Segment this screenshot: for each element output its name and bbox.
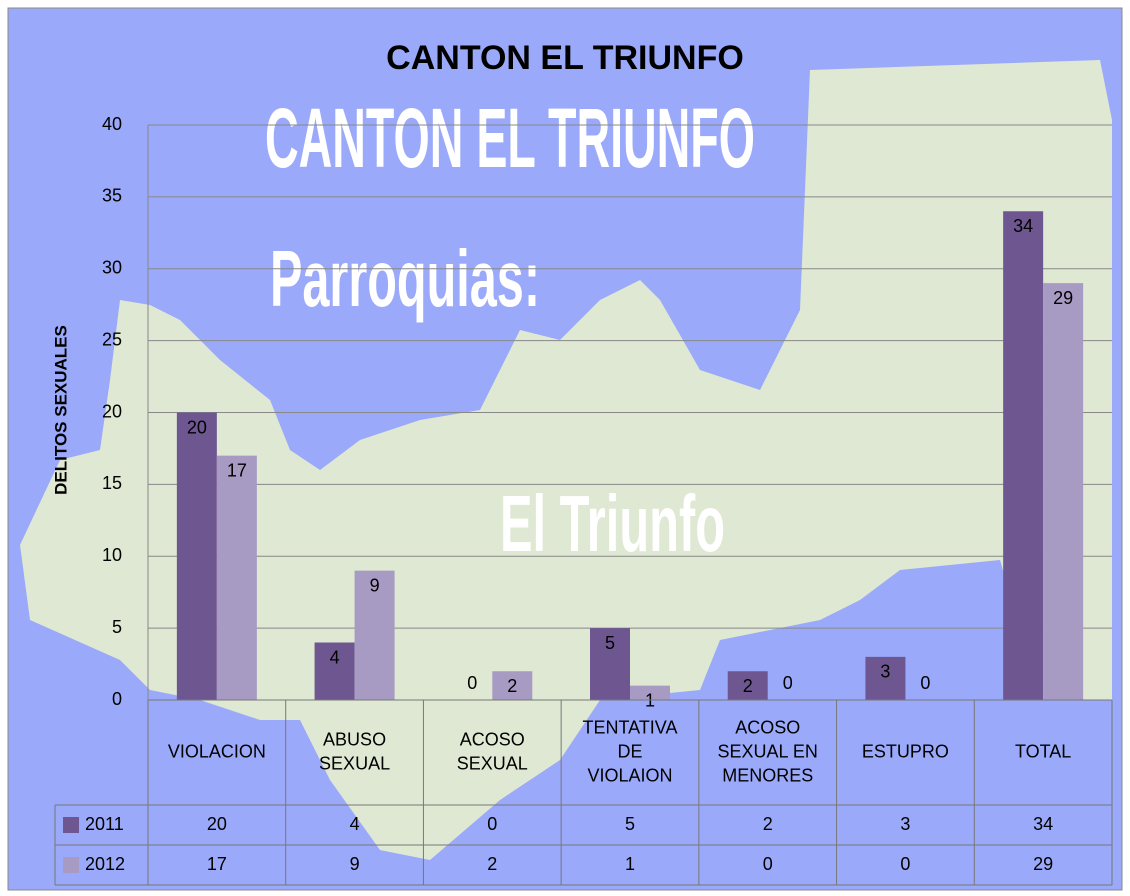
x-tick-label: ABUSO SEXUAL: [319, 729, 390, 773]
data-label: 3: [880, 662, 890, 682]
x-tick-label: TOTAL: [1015, 741, 1071, 761]
y-tick-label: 40: [102, 114, 122, 134]
table-cell: 3: [900, 814, 910, 834]
legend-swatch: [63, 817, 79, 833]
y-tick-label: 5: [112, 617, 122, 637]
table-cell: 5: [625, 814, 635, 834]
bar: [492, 671, 533, 700]
x-tick-label: ACOSO SEXUAL EN MENORES: [718, 717, 818, 785]
y-tick-label: 30: [102, 258, 122, 278]
legend-label: 2012: [85, 854, 125, 874]
y-tick-label: 35: [102, 186, 122, 206]
data-label: 20: [187, 417, 207, 437]
legend-label: 2011: [85, 814, 124, 834]
table-cell: 0: [763, 854, 773, 874]
data-label: 0: [920, 673, 930, 693]
data-label: 0: [783, 673, 793, 693]
data-label: 34: [1013, 216, 1033, 236]
y-tick-label: 20: [102, 401, 122, 421]
y-tick-label: 10: [102, 545, 122, 565]
data-label: 17: [227, 460, 247, 480]
table-cell: 0: [487, 814, 497, 834]
table-cell: 2: [763, 814, 773, 834]
bar: [216, 455, 257, 700]
legend-swatch: [63, 857, 79, 873]
table-cell: 20: [207, 814, 227, 834]
bar: [354, 570, 395, 700]
table-cell: 9: [350, 854, 360, 874]
table-cell: 2: [487, 854, 497, 874]
data-label: 29: [1053, 288, 1073, 308]
y-tick-label: 25: [102, 329, 122, 349]
chart-title: CANTON EL TRIUNFO: [386, 39, 744, 77]
table-cell: 1: [625, 854, 635, 874]
annotation: Parroquias:: [270, 234, 540, 323]
data-label: 0: [467, 673, 477, 693]
bar: [1043, 283, 1084, 700]
y-tick-label: 15: [102, 473, 122, 493]
bar: [727, 671, 768, 700]
annotation: El Triunfo: [500, 479, 725, 568]
bar: [865, 656, 906, 700]
data-label: 2: [743, 676, 753, 696]
x-tick-label: ACOSO SEXUAL: [457, 729, 528, 773]
table-cell: 4: [350, 814, 360, 834]
map-shape: [20, 60, 1112, 860]
bar: [176, 412, 217, 700]
table-cell: 29: [1033, 854, 1053, 874]
data-label: 2: [507, 676, 517, 696]
y-tick-label: 0: [112, 689, 122, 709]
data-label: 9: [370, 575, 380, 595]
table-cell: 17: [207, 854, 227, 874]
bar: [590, 628, 630, 700]
data-label: 5: [605, 633, 615, 653]
x-tick-label: TENTATIVA DE VIOLAION: [582, 717, 677, 785]
data-label: 4: [330, 647, 340, 667]
bar: [630, 685, 670, 700]
bar: [314, 642, 355, 700]
x-tick-label: ESTUPRO: [862, 741, 949, 761]
bar: [1003, 211, 1044, 700]
x-tick-label: VIOLACION: [168, 741, 266, 761]
y-axis-label: DELITOS SEXUALES: [51, 325, 70, 495]
table-cell: 0: [900, 854, 910, 874]
table-cell: 34: [1033, 814, 1053, 834]
annotation: CANTON EL TRIUNFO: [265, 91, 755, 185]
